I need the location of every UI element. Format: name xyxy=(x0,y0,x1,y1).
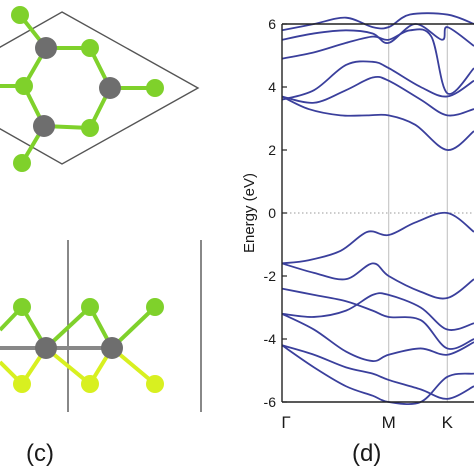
band-line xyxy=(281,262,474,300)
y-tick-label: 0 xyxy=(268,205,276,221)
band-line xyxy=(281,287,474,350)
metal-atom xyxy=(101,337,123,359)
panel-label-d: (d) xyxy=(352,440,382,467)
band-line xyxy=(281,211,474,265)
y-tick-label: -4 xyxy=(264,331,277,347)
y-tick-label: -6 xyxy=(264,394,277,410)
band-line xyxy=(281,95,474,151)
green-atom xyxy=(81,298,99,316)
y-tick-label: -2 xyxy=(264,268,277,284)
band-line xyxy=(281,292,474,331)
yellow-atom xyxy=(81,375,99,393)
x-tick-label: Γ xyxy=(281,413,290,432)
metal-atom xyxy=(35,37,57,59)
yellow-atom xyxy=(13,375,31,393)
x-tick-label: K xyxy=(442,413,454,432)
top-view-structure xyxy=(0,6,200,172)
green-atom xyxy=(81,39,99,57)
band-line xyxy=(281,344,474,400)
y-tick-label: 2 xyxy=(268,142,276,158)
metal-atom xyxy=(99,77,121,99)
band-line xyxy=(281,60,474,101)
metal-atom xyxy=(33,115,55,137)
band-structure-chart: -6 -4 -2 0 2 4 6 Γ M K Energy (eV) xyxy=(241,12,474,432)
side-view-structure xyxy=(0,240,202,412)
green-atom xyxy=(146,79,164,97)
y-tick-label: 6 xyxy=(268,16,276,32)
band-line xyxy=(281,75,474,117)
panel-label-c: (c) xyxy=(26,440,54,467)
unit-cell-outline xyxy=(0,11,200,165)
metal-atom xyxy=(35,337,57,359)
band-line xyxy=(281,28,474,95)
yellow-atom xyxy=(146,375,164,393)
band-line xyxy=(281,312,474,362)
green-atom xyxy=(11,6,29,24)
band-line xyxy=(281,23,474,47)
green-atom xyxy=(81,119,99,137)
x-tick-label: M xyxy=(382,413,396,432)
y-tick-label: 4 xyxy=(268,79,276,95)
band-line xyxy=(281,344,474,406)
green-atom xyxy=(13,154,31,172)
side-view-bonds xyxy=(0,305,157,386)
green-atom xyxy=(15,77,33,95)
green-atom xyxy=(13,298,31,316)
y-axis-label: Energy (eV) xyxy=(241,173,258,253)
green-atom xyxy=(146,298,164,316)
